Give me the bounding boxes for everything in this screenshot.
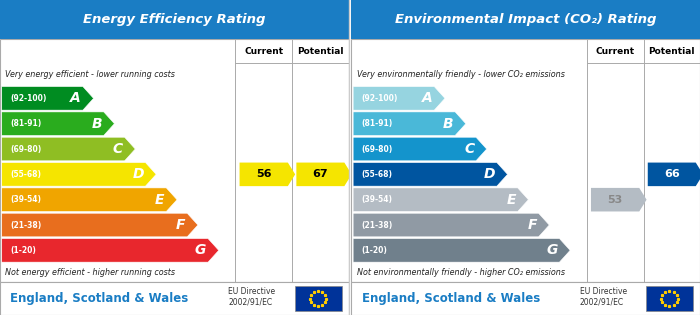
Text: (55-68): (55-68): [10, 170, 41, 179]
Text: (21-38): (21-38): [10, 220, 42, 230]
Polygon shape: [353, 163, 508, 186]
Polygon shape: [353, 238, 570, 262]
Text: Potential: Potential: [297, 47, 344, 56]
Bar: [351, 282, 700, 315]
Text: B: B: [443, 117, 454, 131]
Polygon shape: [353, 137, 486, 161]
Text: England, Scotland & Wales: England, Scotland & Wales: [362, 292, 540, 305]
Polygon shape: [353, 213, 550, 237]
Polygon shape: [1, 188, 177, 211]
Bar: [351, 0, 700, 39]
Text: G: G: [546, 243, 558, 257]
Text: D: D: [484, 167, 495, 181]
Text: G: G: [195, 243, 206, 257]
Text: D: D: [132, 167, 144, 181]
Text: (1-20): (1-20): [10, 246, 36, 255]
Bar: [351, 39, 700, 282]
Text: (69-80): (69-80): [362, 145, 393, 153]
Text: B: B: [92, 117, 102, 131]
Text: A: A: [71, 91, 81, 105]
Text: (92-100): (92-100): [362, 94, 398, 103]
Text: Not environmentally friendly - higher CO₂ emissions: Not environmentally friendly - higher CO…: [356, 268, 565, 277]
Text: 66: 66: [664, 169, 680, 179]
Text: (55-68): (55-68): [362, 170, 393, 179]
Text: Potential: Potential: [648, 47, 695, 56]
Text: EU Directive
2002/91/EC: EU Directive 2002/91/EC: [580, 287, 627, 306]
Polygon shape: [1, 137, 135, 161]
Text: Very environmentally friendly - lower CO₂ emissions: Very environmentally friendly - lower CO…: [356, 70, 564, 79]
Text: (21-38): (21-38): [362, 220, 393, 230]
Polygon shape: [353, 87, 445, 110]
Text: Very energy efficient - lower running costs: Very energy efficient - lower running co…: [5, 70, 175, 79]
Text: (39-54): (39-54): [362, 195, 393, 204]
Text: Energy Efficiency Rating: Energy Efficiency Rating: [83, 13, 265, 26]
Text: A: A: [422, 91, 433, 105]
Text: (81-91): (81-91): [10, 119, 42, 128]
Text: Not energy efficient - higher running costs: Not energy efficient - higher running co…: [5, 268, 175, 277]
Bar: [0, 39, 349, 282]
Bar: [646, 286, 693, 311]
Polygon shape: [1, 163, 156, 186]
Polygon shape: [1, 213, 198, 237]
Polygon shape: [353, 112, 466, 135]
Text: C: C: [113, 142, 123, 156]
Text: (69-80): (69-80): [10, 145, 42, 153]
Polygon shape: [591, 188, 647, 211]
Text: (81-91): (81-91): [362, 119, 393, 128]
Polygon shape: [1, 238, 218, 262]
Bar: [0, 282, 349, 315]
Bar: [295, 286, 342, 311]
Text: (92-100): (92-100): [10, 94, 47, 103]
Text: F: F: [527, 218, 537, 232]
Text: 56: 56: [256, 169, 272, 179]
Polygon shape: [296, 163, 351, 186]
Polygon shape: [1, 112, 114, 135]
Text: F: F: [176, 218, 186, 232]
Text: Current: Current: [596, 47, 635, 56]
Bar: [0, 0, 349, 39]
Text: 67: 67: [313, 169, 328, 179]
Text: EU Directive
2002/91/EC: EU Directive 2002/91/EC: [228, 287, 276, 306]
Text: England, Scotland & Wales: England, Scotland & Wales: [10, 292, 189, 305]
Text: (39-54): (39-54): [10, 195, 41, 204]
Text: C: C: [464, 142, 475, 156]
Polygon shape: [239, 163, 295, 186]
Text: (1-20): (1-20): [362, 246, 388, 255]
Polygon shape: [1, 87, 94, 110]
Polygon shape: [353, 188, 528, 211]
Text: Environmental Impact (CO₂) Rating: Environmental Impact (CO₂) Rating: [395, 13, 657, 26]
Polygon shape: [648, 163, 700, 186]
Text: 53: 53: [608, 195, 623, 205]
Text: E: E: [155, 193, 164, 207]
Text: E: E: [507, 193, 516, 207]
Text: Current: Current: [244, 47, 284, 56]
